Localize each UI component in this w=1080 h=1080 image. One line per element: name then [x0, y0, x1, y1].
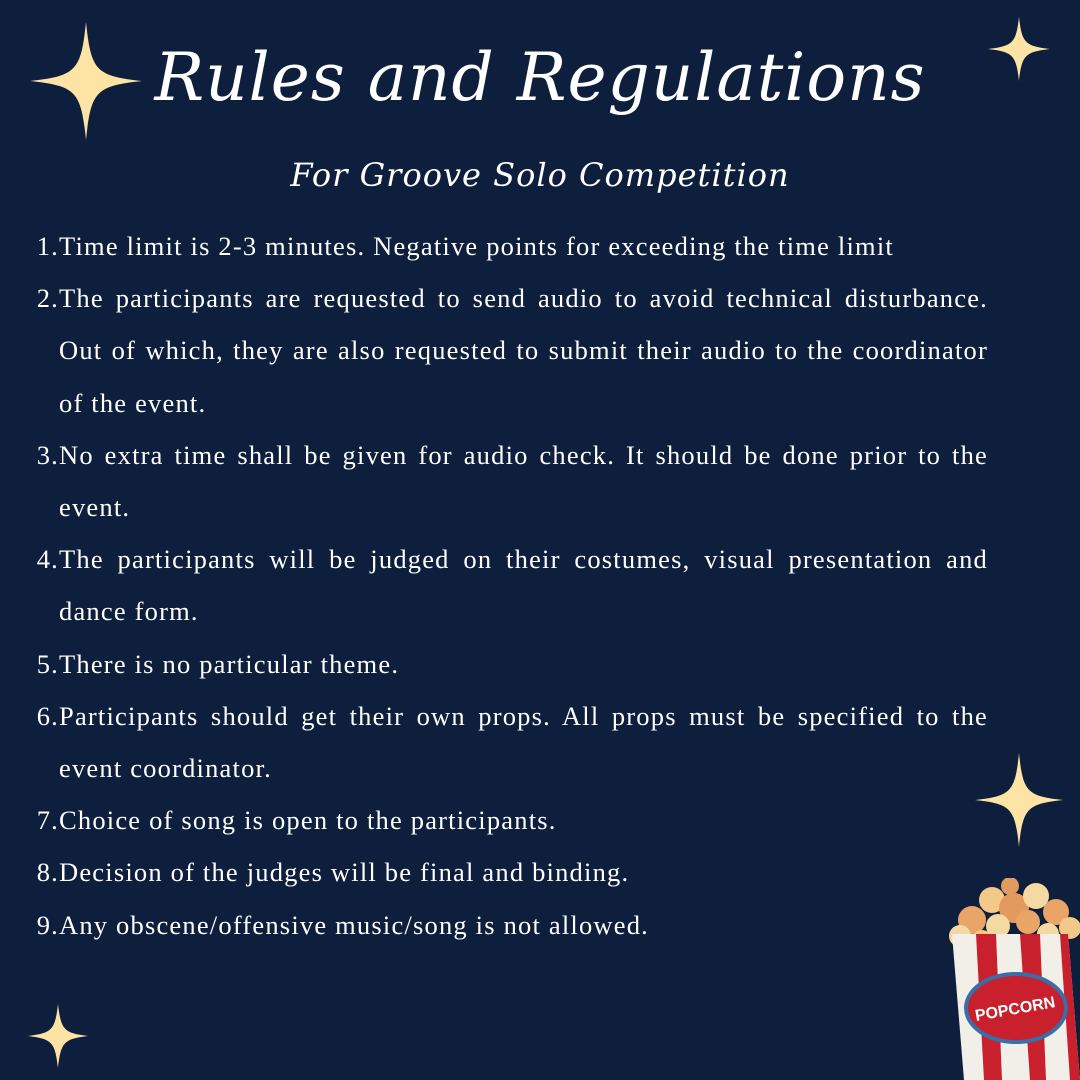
popcorn-bucket-icon: POPCORN	[949, 878, 1080, 1080]
rule-item: 3. No extra time shall be given for audi…	[30, 429, 988, 533]
rule-item: 5. There is no particular theme.	[30, 638, 988, 690]
rule-number: 3.	[36, 439, 59, 470]
rule-number: 7.	[36, 805, 59, 836]
rule-text: Participants should get their own props.…	[59, 700, 988, 784]
rule-item: 7. Choice of song is open to the partici…	[30, 794, 988, 846]
rule-item: 8. Decision of the judges will be final …	[30, 846, 988, 898]
rules-list: 1. Time limit is 2-3 minutes. Negative p…	[30, 220, 988, 951]
rule-item: 2. The participants are requested to sen…	[30, 272, 988, 429]
rule-text: No extra time shall be given for audio c…	[59, 439, 988, 523]
page-title: Rules and Regulations	[154, 39, 926, 116]
rule-item: 6. Participants should get their own pro…	[30, 690, 988, 794]
star-top-left-icon	[30, 22, 142, 140]
rule-item: 4. The participants will be judged on th…	[30, 533, 988, 637]
rule-number: 6.	[36, 700, 59, 731]
rule-number: 1.	[36, 231, 59, 261]
star-mid-right-icon	[975, 753, 1063, 847]
rule-number: 4.	[36, 544, 59, 575]
rule-text: There is no particular theme.	[59, 648, 400, 679]
star-bottom-left-icon	[28, 1004, 88, 1068]
rule-item: 9. Any obscene/offensive music/song is n…	[30, 899, 988, 951]
rule-text: Time limit is 2-3 minutes. Negative poin…	[59, 231, 894, 261]
page-subtitle: For Groove Solo Competition	[290, 156, 790, 194]
rule-text: Decision of the judges will be final and…	[59, 857, 630, 888]
rule-number: 8.	[36, 857, 59, 888]
rule-text: The participants will be judged on their…	[59, 544, 988, 627]
rule-item: 1. Time limit is 2-3 minutes. Negative p…	[30, 220, 988, 272]
rule-number: 9.	[36, 909, 59, 940]
rule-text: The participants are requested to send a…	[59, 283, 988, 418]
rule-text: Any obscene/offensive music/song is not …	[59, 909, 649, 940]
rule-number: 5.	[36, 648, 59, 679]
rule-number: 2.	[36, 283, 59, 314]
star-top-right-icon	[988, 17, 1050, 81]
rule-text: Choice of song is open to the participan…	[59, 805, 557, 836]
